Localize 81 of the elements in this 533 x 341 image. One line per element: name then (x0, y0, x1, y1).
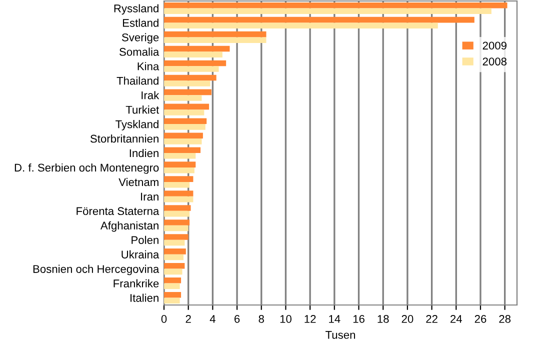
bar (164, 182, 190, 188)
bar (164, 210, 190, 217)
bar (164, 162, 196, 168)
x-tick-label: 22 (426, 315, 438, 323)
bar (164, 292, 182, 298)
x-tick-label: 6 (234, 315, 240, 323)
bar (164, 46, 230, 52)
y-tick-label: Iran (141, 192, 158, 201)
y-tick-label: Irak (142, 91, 160, 100)
x-tick-label: 8 (258, 315, 264, 323)
y-tick-label: Indien (130, 148, 158, 158)
y-tick-label: Turkiet (126, 106, 160, 114)
legend-label: 2009 (482, 42, 506, 50)
x-tick-label: 28 (499, 315, 511, 323)
bar (164, 153, 196, 159)
x-tick-label: 18 (378, 315, 389, 323)
x-tick-label: 2 (186, 315, 191, 323)
bar (164, 234, 188, 240)
x-tick-label: 26 (474, 315, 486, 323)
bar (164, 16, 474, 23)
y-tick-label: Förenta Staterna (76, 207, 160, 216)
bar (164, 104, 210, 110)
y-tick-label: Afghanistan (100, 221, 158, 232)
y-tick-label: Storbritannien (90, 134, 158, 143)
y-tick-label: Polen (132, 236, 158, 244)
x-tick-label: 14 (329, 315, 340, 323)
bar (164, 240, 185, 246)
bar (164, 95, 202, 101)
y-tick-label: Bosnien och Hercegovina (33, 264, 160, 276)
y-tick-label: Estland (122, 18, 158, 27)
bar (164, 205, 191, 211)
y-tick-label: Vietnam (118, 178, 158, 186)
bar (164, 124, 206, 130)
x-tick-label: 20 (402, 315, 414, 323)
x-tick-label: 12 (304, 315, 316, 323)
y-tick-label: Somalia (120, 48, 160, 56)
bar (164, 132, 203, 139)
bar (164, 60, 226, 66)
bar (164, 176, 194, 182)
y-tick-label: Thailand (116, 76, 158, 85)
bar (164, 37, 266, 43)
y-tick-label: Ryssland (114, 4, 158, 15)
y-tick-label: Sverige (122, 33, 159, 44)
x-tick-label: 16 (353, 315, 364, 323)
bar (164, 268, 182, 275)
bar (164, 52, 222, 58)
x-tick-label: 24 (450, 315, 462, 323)
bar (164, 147, 201, 153)
bar (164, 118, 207, 124)
y-tick-label: Ukraina (122, 250, 160, 258)
bar (164, 66, 219, 72)
bar (164, 283, 180, 290)
bar (164, 22, 438, 29)
bar (164, 248, 186, 254)
bar (164, 31, 266, 38)
bar (164, 225, 188, 232)
bar (164, 298, 180, 304)
y-tick-label: Italien (130, 294, 158, 302)
x-axis-title: Tusen (326, 331, 356, 339)
bar (164, 138, 202, 144)
y-tick-label: Frankrike (114, 279, 159, 288)
legend-label: 2008 (482, 58, 507, 66)
x-tick-label: 0 (161, 315, 167, 323)
bar (164, 196, 194, 202)
y-tick-label: Kina (138, 62, 160, 70)
y-tick-label: Tyskland (116, 120, 158, 130)
bar (164, 8, 492, 14)
bar (164, 277, 182, 284)
bar (164, 74, 216, 81)
bar (164, 89, 212, 96)
bar (164, 2, 508, 8)
bar (164, 110, 204, 116)
bar (164, 254, 184, 260)
bar (164, 263, 185, 269)
x-tick-label: 10 (280, 315, 292, 323)
bar (164, 167, 194, 174)
bar (164, 190, 194, 196)
y-tick-label: D. f. Serbien och Montenegro (14, 163, 159, 174)
x-tick-label: 4 (210, 315, 216, 323)
bar (164, 220, 190, 226)
bar (164, 80, 210, 86)
